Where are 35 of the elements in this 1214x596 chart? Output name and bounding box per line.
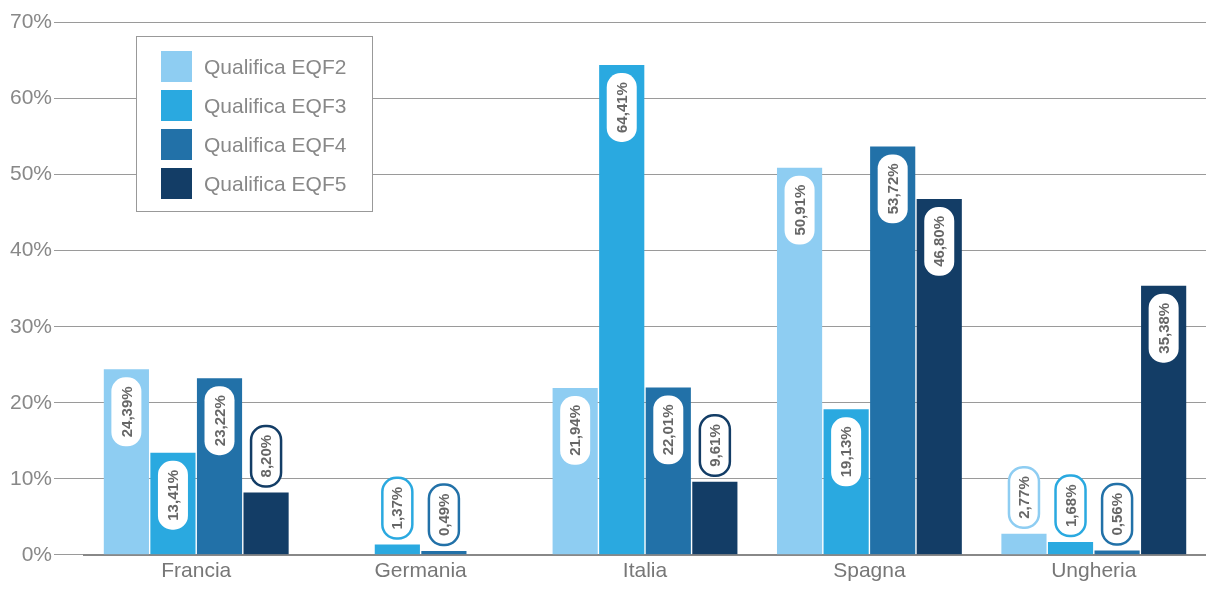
legend-label: Qualifica EQF3: [204, 93, 347, 118]
y-tick-label: 0%: [21, 541, 53, 565]
data-label: 22,01%: [659, 404, 677, 456]
y-tick-label: 70%: [10, 9, 53, 33]
data-label: 46,80%: [930, 215, 948, 267]
data-label: 21,94%: [566, 404, 584, 456]
data-label: 23,22%: [210, 395, 228, 447]
data-label: 9,61%: [706, 424, 723, 467]
legend-label: Qualifica EQF2: [204, 54, 347, 79]
x-tick-label: Francia: [161, 558, 232, 582]
data-label: 1,37%: [388, 486, 406, 530]
data-label: 13,41%: [164, 469, 182, 521]
data-label: 24,39%: [117, 386, 135, 438]
x-tick-label: Italia: [622, 558, 668, 582]
data-label: 0,56%: [1108, 493, 1126, 536]
y-tick-label: 50%: [10, 161, 53, 185]
data-label: 1,68%: [1061, 484, 1079, 528]
data-label: 8,20%: [257, 434, 275, 478]
data-label: 50,91%: [790, 184, 808, 236]
x-tick-label: Spagna: [833, 558, 906, 582]
legend-label: Qualifica EQF4: [204, 132, 347, 157]
data-label: 35,38%: [1154, 302, 1172, 354]
x-tick-label: Ungheria: [1051, 558, 1137, 582]
data-label: 0,49%: [435, 493, 453, 537]
y-tick-label: 40%: [10, 237, 53, 261]
legend-label: Qualifica EQF5: [204, 171, 347, 196]
data-label: 53,72%: [883, 163, 901, 215]
y-tick-label: 60%: [10, 85, 53, 109]
data-label: 19,13%: [837, 426, 855, 478]
y-tick-label: 30%: [10, 313, 53, 337]
data-label: 2,77%: [1015, 476, 1033, 519]
x-tick-label: Germania: [374, 558, 468, 582]
y-tick-label: 20%: [10, 389, 53, 413]
data-label: 64,41%: [612, 82, 630, 133]
y-tick-label: 10%: [10, 465, 53, 489]
